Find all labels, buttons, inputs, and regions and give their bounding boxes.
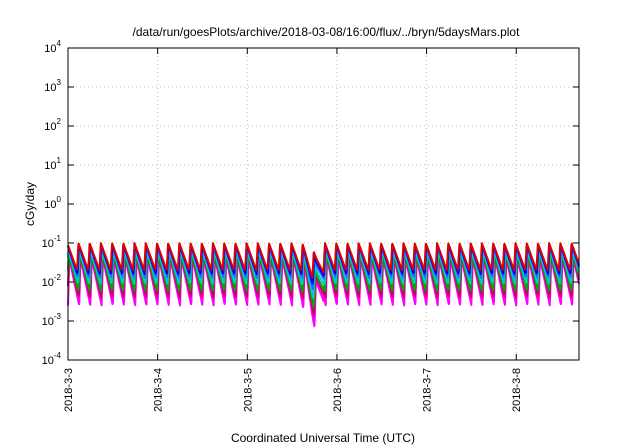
y-tick-label: 104	[44, 39, 61, 55]
y-tick-label: 102	[44, 117, 61, 133]
y-tick-label: 10-3	[42, 312, 62, 328]
y-tick-label: 101	[44, 156, 61, 172]
chart-title: /data/run/goesPlots/archive/2018-03-08/1…	[133, 25, 521, 39]
y-tick-label: 10-2	[42, 273, 62, 289]
x-axis-ticks: 2018-3-3 2018-3-4 2018-3-5 2018-3-6 2018-3-7…	[63, 48, 523, 412]
x-tick-label: 2018-3-7	[422, 368, 434, 412]
series-line	[67, 242, 580, 279]
y-tick-label: 103	[44, 78, 61, 94]
x-tick-label: 2018-3-5	[242, 368, 254, 412]
x-tick-label: 2018-3-3	[63, 368, 75, 412]
y-axis-label: cGy/day	[23, 182, 37, 226]
x-tick-label: 2018-3-4	[153, 368, 165, 412]
y-axis-ticks: 10-4 10-3 10-2 10-1 100 101 102 103 104	[42, 39, 579, 367]
series-line	[67, 257, 580, 328]
y-tick-label: 100	[44, 195, 61, 211]
x-tick-label: 2018-3-8	[511, 368, 523, 412]
x-tick-label: 2018-3-6	[332, 368, 344, 412]
x-axis-label: Coordinated Universal Time (UTC)	[231, 431, 415, 445]
series-group	[67, 242, 580, 328]
y-tick-label: 10-4	[42, 351, 62, 367]
y-tick-label: 10-1	[42, 234, 62, 250]
gridlines	[68, 48, 579, 360]
